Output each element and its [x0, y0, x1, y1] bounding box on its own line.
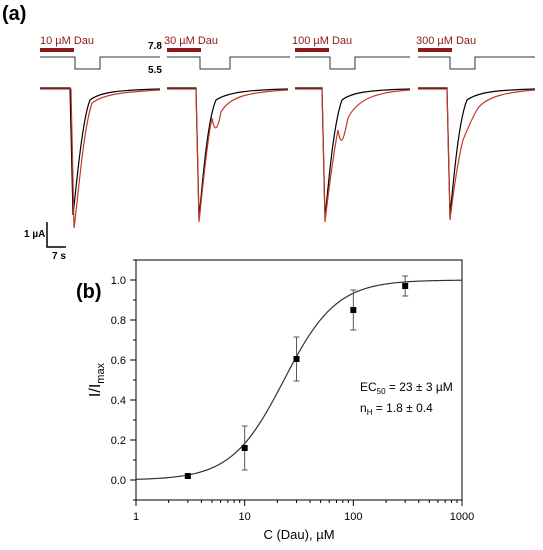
- drug-trace-4: [418, 88, 536, 221]
- data-point: [184, 473, 191, 479]
- ph-step-1: [40, 56, 160, 70]
- x-axis: 1 10 100 1000: [133, 500, 474, 523]
- x-tick-label: 1: [133, 511, 139, 523]
- y-axis: 0.0 0.2 0.4 0.6 0.8 1.0: [111, 259, 136, 501]
- condition-label-300: 300 µM Dau: [416, 35, 476, 47]
- data-point: [402, 283, 409, 289]
- y-tick-label: 0.0: [111, 475, 126, 487]
- condition-label-100: 100 µM Dau: [292, 35, 352, 47]
- ph-low-label: 5.5: [148, 65, 162, 76]
- panel-b-label: (b): [76, 281, 102, 303]
- x-axis-title: C (Dau), µM: [263, 527, 334, 542]
- x-tick-label: 10: [239, 511, 251, 523]
- ph-step-protocol: [40, 56, 535, 70]
- drug-trace-2: [167, 88, 289, 223]
- control-trace-2: [167, 87, 289, 219]
- drug-bar-30: [167, 48, 201, 52]
- data-point: [241, 445, 248, 451]
- ph-high-label: 7.8: [148, 41, 162, 52]
- y-axis-title-sub: max: [95, 362, 107, 383]
- data-point: [350, 307, 357, 313]
- y-axis-title-main: I/I: [87, 384, 104, 397]
- nh-annotation: nH = 1.8 ± 0.4: [360, 401, 433, 417]
- condition-label-30: 30 µM Dau: [164, 35, 218, 47]
- panel-b: (b) 1 10 100 1000 0.0 0.2 0.4 0.6 0.8 1.0 C (Dau…: [76, 259, 474, 542]
- ph-step-2: [167, 56, 290, 70]
- data-point: [293, 356, 300, 362]
- x-tick-label: 100: [344, 511, 362, 523]
- drug-trace-3: [295, 88, 411, 223]
- current-traces: [40, 87, 536, 229]
- ph-step-4: [418, 56, 535, 70]
- y-axis-title: I/Imax: [87, 362, 107, 397]
- ec50-annotation: EC50 = 23 ± 3 µM: [360, 380, 453, 396]
- y-tick-label: 0.2: [111, 435, 126, 447]
- panel-a: (a) 10 µM Dau 30 µM Dau 100 µM Dau 300 µ…: [2, 3, 536, 262]
- control-trace-1: [40, 87, 161, 216]
- drug-bar-100: [295, 48, 329, 52]
- ph-step-3: [295, 56, 410, 70]
- scale-current-label: 1 µA: [24, 229, 45, 240]
- condition-label-10: 10 µM Dau: [40, 35, 94, 47]
- y-tick-label: 0.8: [111, 315, 126, 327]
- drug-bar-10: [40, 48, 74, 52]
- scale-bar: [46, 222, 66, 248]
- drug-trace-1: [40, 88, 161, 229]
- drug-bar-300: [418, 48, 452, 52]
- control-trace-3: [295, 87, 411, 219]
- y-tick-label: 1.0: [111, 275, 126, 287]
- panel-a-label: (a): [2, 3, 26, 25]
- control-trace-4: [418, 87, 536, 216]
- y-tick-label: 0.6: [111, 355, 126, 367]
- x-tick-label: 1000: [450, 511, 474, 523]
- scale-time-label: 7 s: [52, 251, 66, 262]
- y-tick-label: 0.4: [111, 395, 126, 407]
- data-points: [184, 275, 409, 479]
